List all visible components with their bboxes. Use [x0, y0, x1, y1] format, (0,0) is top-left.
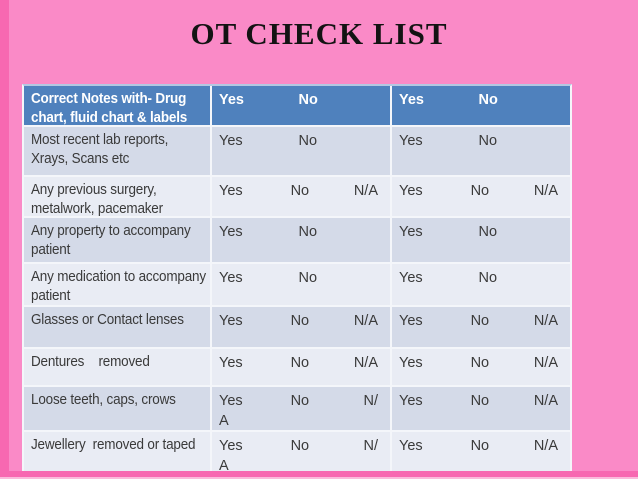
options-cell: Yes No	[392, 264, 570, 305]
row-label: Glasses or Contact lenses	[31, 312, 184, 328]
table-row: Any previous surgery, metalwork, pacemak…	[24, 177, 570, 218]
row-label: Most recent lab reports, Xrays, Scans et…	[31, 132, 172, 167]
option-no: No	[290, 183, 310, 199]
option-yes: Yes	[399, 183, 423, 199]
table-row: Jewellery removed or taped Yes No N/ A Yes…	[24, 432, 570, 473]
option-na: N/	[363, 393, 378, 409]
option-yes: Yes	[399, 393, 423, 409]
option-yes: Yes	[219, 313, 243, 329]
option-yes: Yes	[399, 92, 424, 108]
options-cell: Yes No N/A	[392, 387, 570, 430]
option-no: No	[290, 313, 310, 329]
option-na: N/A	[533, 355, 558, 371]
options-cell: Yes No N/A	[212, 307, 392, 347]
header-options-cell: Yes No	[392, 86, 570, 125]
options-cell: Yes No N/ A	[212, 432, 392, 473]
row-label-cell: Glasses or Contact lenses	[24, 307, 212, 347]
option-no: No	[298, 224, 318, 240]
option-na-overflow: A	[219, 458, 229, 473]
row-label-cell: Any previous surgery, metalwork, pacemak…	[24, 177, 212, 216]
options-cell: Yes No N/ A	[212, 387, 392, 430]
row-label-cell: Dentures removed	[24, 349, 212, 385]
row-label-cell: Any property to accompany patient	[24, 218, 212, 262]
option-yes: Yes	[219, 270, 243, 286]
slide-left-border	[0, 0, 9, 479]
option-no: No	[470, 183, 490, 199]
option-na: N/A	[533, 438, 558, 454]
option-na: N/	[363, 438, 378, 454]
options-cell: Yes No N/A	[392, 349, 570, 385]
option-no: No	[470, 355, 490, 371]
option-yes: Yes	[219, 393, 243, 409]
slide-title: OT CHECK LIST	[190, 16, 448, 51]
option-no: No	[478, 133, 498, 149]
option-yes: Yes	[219, 224, 243, 240]
table-row: Any property to accompany patient Yes No …	[24, 218, 570, 264]
options-cell: Yes No N/A	[392, 432, 570, 473]
table-row: Glasses or Contact lenses Yes No N/A Yes No…	[24, 307, 570, 349]
row-label: Any medication to accompany patient	[31, 269, 210, 304]
options-cell: Yes No	[212, 264, 392, 305]
row-label-cell: Any medication to accompany patient	[24, 264, 212, 305]
option-no: No	[478, 224, 498, 240]
option-no: No	[298, 92, 318, 108]
table-row: Most recent lab reports, Xrays, Scans et…	[24, 127, 570, 177]
option-yes: Yes	[219, 438, 243, 454]
option-na: N/A	[533, 183, 558, 199]
option-na: N/A	[533, 393, 558, 409]
option-no: No	[290, 355, 310, 371]
row-label: Jewellery removed or taped	[31, 437, 196, 453]
option-na: N/A	[353, 313, 378, 329]
option-na-overflow: A	[219, 413, 229, 429]
option-no: No	[298, 270, 318, 286]
option-yes: Yes	[399, 438, 423, 454]
options-cell: Yes No	[392, 218, 570, 262]
option-yes: Yes	[399, 313, 423, 329]
slide-bottom-border	[0, 471, 638, 477]
option-no: No	[470, 393, 490, 409]
option-yes: Yes	[219, 183, 243, 199]
slide-bottom-edge-highlight	[0, 477, 638, 479]
option-yes: Yes	[219, 355, 243, 371]
options-cell: Yes No N/A	[212, 177, 392, 216]
option-no: No	[478, 270, 498, 286]
header-label: Correct Notes with- Drug chart, fluid ch…	[31, 91, 190, 125]
row-label: Any previous surgery, metalwork, pacemak…	[31, 182, 163, 216]
row-label-cell: Jewellery removed or taped	[24, 432, 212, 473]
option-na: N/A	[353, 183, 378, 199]
option-yes: Yes	[399, 224, 423, 240]
table-row: Dentures removed Yes No N/A Yes No N/A	[24, 349, 570, 387]
option-yes: Yes	[219, 92, 244, 108]
option-no: No	[290, 438, 310, 454]
row-label: Dentures removed	[31, 354, 150, 370]
row-label: Any property to accompany patient	[31, 223, 195, 258]
option-no: No	[470, 313, 490, 329]
option-yes: Yes	[399, 270, 423, 286]
options-cell: Yes No	[392, 127, 570, 175]
option-na: N/A	[353, 355, 378, 371]
options-cell: Yes No N/A	[392, 307, 570, 347]
options-cell: Yes No N/A	[392, 177, 570, 216]
row-label-cell: Most recent lab reports, Xrays, Scans et…	[24, 127, 212, 175]
option-no: No	[298, 133, 318, 149]
option-no: No	[290, 393, 310, 409]
table-header-row: Correct Notes with- Drug chart, fluid ch…	[24, 86, 570, 127]
option-na: N/A	[533, 313, 558, 329]
option-yes: Yes	[219, 133, 243, 149]
option-yes: Yes	[399, 133, 423, 149]
ot-checklist-table: Correct Notes with- Drug chart, fluid ch…	[22, 84, 572, 475]
options-cell: Yes No N/A	[212, 349, 392, 385]
option-no: No	[478, 92, 498, 108]
table-row: Any medication to accompany patient Yes N…	[24, 264, 570, 307]
header-options-cell: Yes No	[212, 86, 392, 125]
options-cell: Yes No	[212, 218, 392, 262]
option-yes: Yes	[399, 355, 423, 371]
options-cell: Yes No	[212, 127, 392, 175]
row-label-cell: Loose teeth, caps, crows	[24, 387, 212, 430]
header-label-cell: Correct Notes with- Drug chart, fluid ch…	[24, 86, 212, 125]
option-no: No	[470, 438, 490, 454]
table-row: Loose teeth, caps, crows Yes No N/ A Yes No…	[24, 387, 570, 432]
row-label: Loose teeth, caps, crows	[31, 392, 176, 408]
